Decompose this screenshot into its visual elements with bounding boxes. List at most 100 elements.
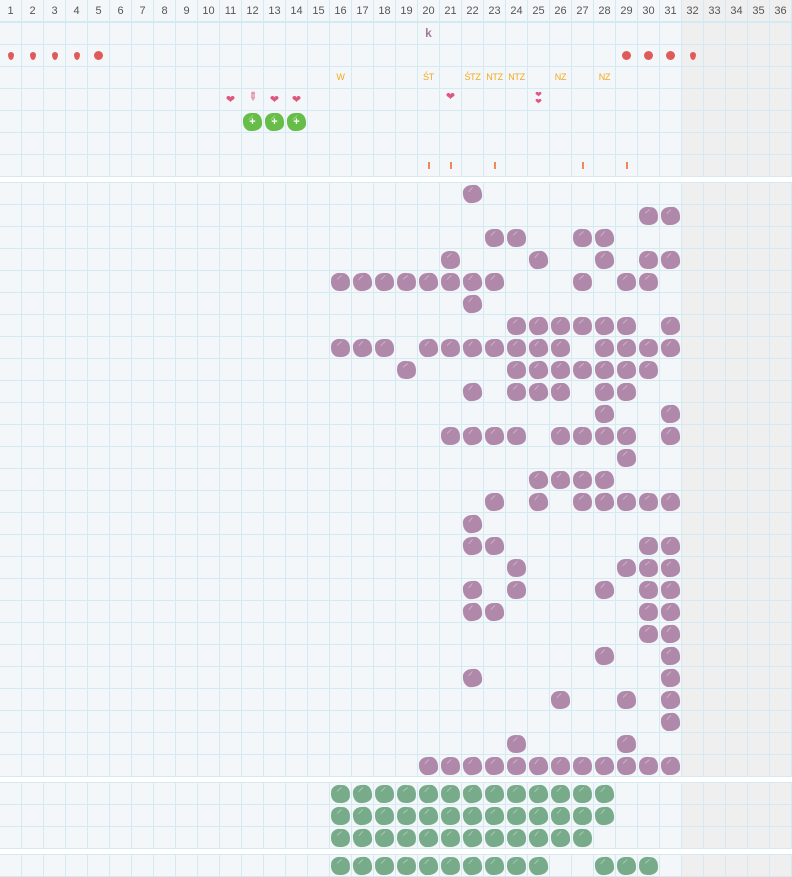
day-cell[interactable] <box>22 579 44 601</box>
day-cell[interactable] <box>352 89 374 111</box>
day-cell[interactable] <box>572 227 594 249</box>
day-cell[interactable] <box>572 381 594 403</box>
day-cell[interactable] <box>88 249 110 271</box>
day-cell[interactable] <box>440 227 462 249</box>
day-cell[interactable] <box>594 183 616 205</box>
day-cell[interactable] <box>44 89 66 111</box>
day-cell[interactable] <box>462 271 484 293</box>
day-cell[interactable] <box>88 755 110 777</box>
day-cell[interactable] <box>594 293 616 315</box>
day-cell[interactable] <box>22 315 44 337</box>
day-cell[interactable] <box>220 205 242 227</box>
day-cell[interactable] <box>682 513 704 535</box>
day-cell[interactable] <box>682 249 704 271</box>
day-cell[interactable] <box>308 535 330 557</box>
day-cell[interactable] <box>132 271 154 293</box>
day-cell[interactable] <box>110 689 132 711</box>
day-cell[interactable] <box>352 783 374 805</box>
day-cell[interactable] <box>176 293 198 315</box>
day-cell[interactable] <box>616 205 638 227</box>
day-cell[interactable] <box>616 513 638 535</box>
day-cell[interactable] <box>506 733 528 755</box>
day-cell[interactable] <box>418 623 440 645</box>
day-cell[interactable] <box>660 227 682 249</box>
day-cell[interactable] <box>506 855 528 877</box>
day-cell[interactable] <box>704 359 726 381</box>
day-cell[interactable] <box>264 315 286 337</box>
day-cell[interactable] <box>286 23 308 45</box>
day-cell[interactable] <box>66 205 88 227</box>
day-cell[interactable] <box>0 205 22 227</box>
day-cell[interactable] <box>638 491 660 513</box>
day-cell[interactable] <box>704 855 726 877</box>
day-cell[interactable] <box>682 535 704 557</box>
day-cell[interactable] <box>418 755 440 777</box>
day-cell[interactable] <box>440 733 462 755</box>
day-cell[interactable] <box>66 855 88 877</box>
day-cell[interactable] <box>0 89 22 111</box>
day-cell[interactable] <box>704 535 726 557</box>
day-cell[interactable] <box>264 855 286 877</box>
day-cell[interactable] <box>22 89 44 111</box>
day-cell[interactable] <box>0 601 22 623</box>
day-cell[interactable] <box>110 755 132 777</box>
day-cell[interactable] <box>726 601 748 623</box>
day-cell[interactable] <box>440 645 462 667</box>
day-cell[interactable] <box>594 23 616 45</box>
day-cell[interactable] <box>462 23 484 45</box>
day-cell[interactable] <box>638 359 660 381</box>
day-cell[interactable] <box>748 711 770 733</box>
day-cell[interactable] <box>682 133 704 155</box>
day-cell[interactable] <box>616 667 638 689</box>
day-cell[interactable] <box>484 557 506 579</box>
day-cell[interactable] <box>704 227 726 249</box>
day-cell[interactable] <box>308 205 330 227</box>
day-cell[interactable] <box>506 645 528 667</box>
day-cell[interactable] <box>242 513 264 535</box>
day-cell[interactable] <box>44 337 66 359</box>
day-cell[interactable] <box>572 805 594 827</box>
day-cell[interactable] <box>594 403 616 425</box>
day-cell[interactable] <box>616 755 638 777</box>
day-cell[interactable] <box>550 23 572 45</box>
day-cell[interactable] <box>242 315 264 337</box>
day-cell[interactable] <box>594 689 616 711</box>
day-cell[interactable] <box>22 447 44 469</box>
day-cell[interactable] <box>550 755 572 777</box>
day-cell[interactable] <box>352 359 374 381</box>
day-cell[interactable] <box>726 711 748 733</box>
day-cell[interactable] <box>462 855 484 877</box>
day-cell[interactable] <box>176 249 198 271</box>
day-cell[interactable] <box>198 513 220 535</box>
day-cell[interactable] <box>220 23 242 45</box>
day-cell[interactable] <box>616 783 638 805</box>
day-cell[interactable] <box>484 249 506 271</box>
day-cell[interactable] <box>704 733 726 755</box>
day-cell[interactable] <box>110 315 132 337</box>
day-cell[interactable] <box>264 111 286 133</box>
day-cell[interactable] <box>572 579 594 601</box>
day-cell[interactable] <box>0 271 22 293</box>
day-cell[interactable] <box>88 623 110 645</box>
day-cell[interactable] <box>44 133 66 155</box>
day-cell[interactable] <box>220 45 242 67</box>
day-cell[interactable] <box>528 689 550 711</box>
day-cell[interactable] <box>660 623 682 645</box>
day-cell[interactable] <box>44 227 66 249</box>
day-cell[interactable] <box>176 827 198 849</box>
day-cell[interactable] <box>176 855 198 877</box>
day-cell[interactable] <box>198 359 220 381</box>
day-cell[interactable] <box>572 183 594 205</box>
day-cell[interactable] <box>198 689 220 711</box>
day-cell[interactable] <box>616 111 638 133</box>
day-cell[interactable] <box>176 227 198 249</box>
day-cell[interactable] <box>176 315 198 337</box>
day-cell[interactable] <box>242 381 264 403</box>
day-cell[interactable] <box>88 23 110 45</box>
day-cell[interactable] <box>22 513 44 535</box>
day-cell[interactable] <box>616 689 638 711</box>
day-cell[interactable] <box>594 227 616 249</box>
day-cell[interactable] <box>220 337 242 359</box>
day-cell[interactable] <box>88 601 110 623</box>
day-cell[interactable] <box>594 805 616 827</box>
